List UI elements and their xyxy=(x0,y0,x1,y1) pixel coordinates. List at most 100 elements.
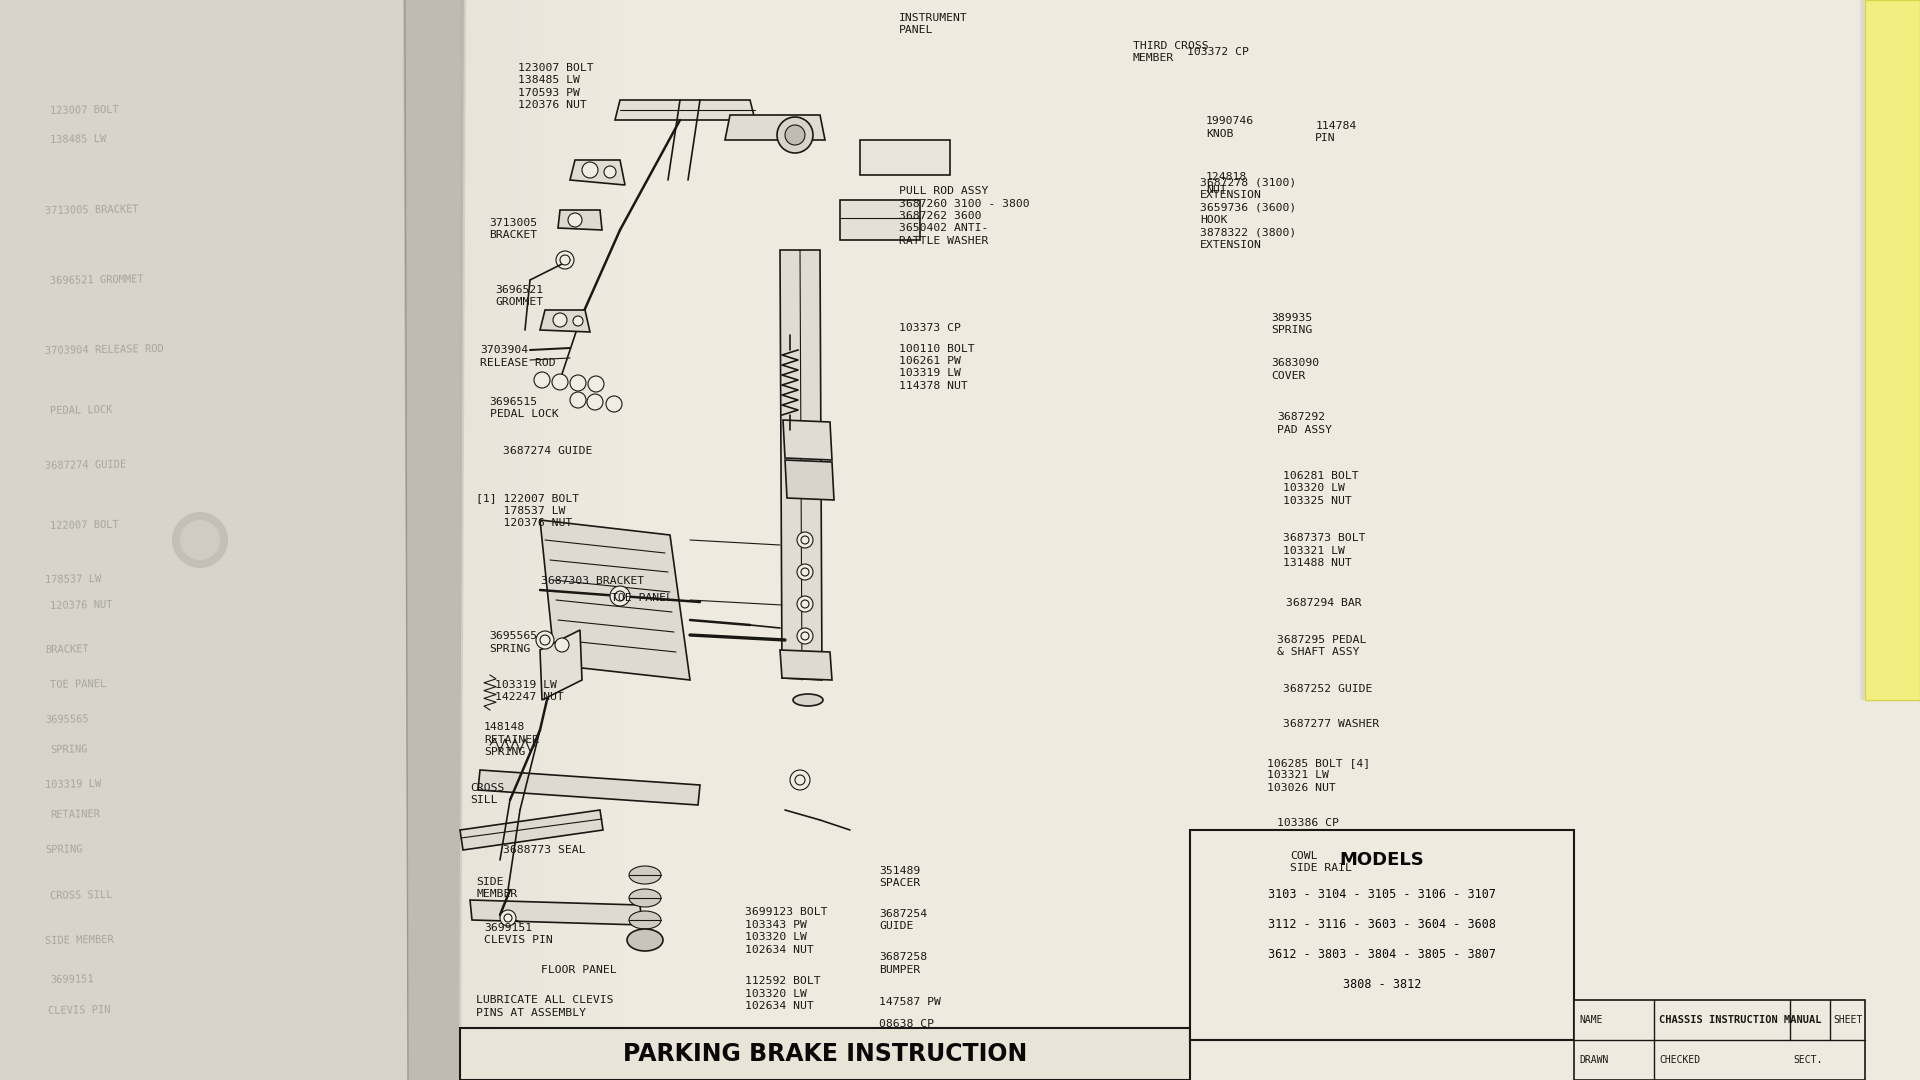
Circle shape xyxy=(588,394,603,410)
Polygon shape xyxy=(780,249,822,680)
Circle shape xyxy=(173,512,228,568)
Polygon shape xyxy=(780,650,831,680)
Text: 3612 - 3803 - 3804 - 3805 - 3807: 3612 - 3803 - 3804 - 3805 - 3807 xyxy=(1267,948,1496,961)
Text: 3683090
COVER: 3683090 COVER xyxy=(1271,359,1319,380)
FancyBboxPatch shape xyxy=(1864,0,1920,700)
Polygon shape xyxy=(783,420,831,460)
Text: 106281 BOLT
103320 LW
103325 NUT: 106281 BOLT 103320 LW 103325 NUT xyxy=(1283,471,1357,505)
Polygon shape xyxy=(559,210,603,230)
Circle shape xyxy=(561,255,570,265)
Text: SPRING: SPRING xyxy=(44,845,83,855)
Text: 124818
NUT: 124818 NUT xyxy=(1206,173,1246,194)
Text: COWL
SIDE RAIL: COWL SIDE RAIL xyxy=(1290,851,1352,873)
Text: 120376 NUT: 120376 NUT xyxy=(50,599,113,610)
FancyBboxPatch shape xyxy=(461,1028,1190,1080)
Text: BRACKET: BRACKET xyxy=(44,645,88,656)
Circle shape xyxy=(534,372,549,388)
Circle shape xyxy=(801,568,808,576)
Polygon shape xyxy=(841,200,920,240)
Text: 389935
SPRING: 389935 SPRING xyxy=(1271,313,1311,335)
Text: CLEVIS PIN: CLEVIS PIN xyxy=(48,1004,111,1015)
FancyBboxPatch shape xyxy=(1862,0,1866,700)
Text: CROSS SILL: CROSS SILL xyxy=(50,890,113,901)
Text: 3696521 GROMMET: 3696521 GROMMET xyxy=(50,274,144,286)
Text: 08638 CP: 08638 CP xyxy=(879,1018,935,1029)
Text: DRAWN: DRAWN xyxy=(1578,1055,1609,1065)
Polygon shape xyxy=(540,519,689,680)
Circle shape xyxy=(614,591,626,600)
Text: [1] 122007 BOLT
    178537 LW
    120376 NUT: [1] 122007 BOLT 178537 LW 120376 NUT xyxy=(476,494,580,528)
Text: 3103 - 3104 - 3105 - 3106 - 3107: 3103 - 3104 - 3105 - 3106 - 3107 xyxy=(1267,889,1496,902)
Circle shape xyxy=(582,162,597,178)
Text: TOE PANEL: TOE PANEL xyxy=(50,679,106,690)
Text: PARKING BRAKE INSTRUCTION: PARKING BRAKE INSTRUCTION xyxy=(622,1042,1027,1066)
Circle shape xyxy=(801,600,808,608)
Text: 103373 CP: 103373 CP xyxy=(899,323,960,334)
Text: 3713005 BRACKET: 3713005 BRACKET xyxy=(44,204,138,216)
Text: 3696521
GROMMET: 3696521 GROMMET xyxy=(495,285,543,307)
Circle shape xyxy=(797,596,812,612)
Polygon shape xyxy=(470,900,641,924)
Text: 103372 CP: 103372 CP xyxy=(1187,46,1248,57)
Text: 3687292
PAD ASSY: 3687292 PAD ASSY xyxy=(1277,413,1332,434)
Circle shape xyxy=(553,374,568,390)
Circle shape xyxy=(503,914,513,922)
Circle shape xyxy=(499,910,516,926)
Text: 3687373 BOLT
103321 LW
131488 NUT: 3687373 BOLT 103321 LW 131488 NUT xyxy=(1283,534,1365,568)
Text: SIDE
MEMBER: SIDE MEMBER xyxy=(476,877,516,899)
Circle shape xyxy=(180,519,221,561)
Polygon shape xyxy=(461,810,603,850)
Text: 106285 BOLT [4]
103321 LW
103026 NUT: 106285 BOLT [4] 103321 LW 103026 NUT xyxy=(1267,758,1371,793)
Text: CHECKED: CHECKED xyxy=(1659,1055,1699,1065)
Circle shape xyxy=(611,586,630,606)
Text: 112592 BOLT
103320 LW
102634 NUT: 112592 BOLT 103320 LW 102634 NUT xyxy=(745,976,820,1011)
Text: SPRING: SPRING xyxy=(50,745,88,755)
Text: 3687303 BRACKET: 3687303 BRACKET xyxy=(541,576,645,586)
Text: 3687295 PEDAL
& SHAFT ASSY: 3687295 PEDAL & SHAFT ASSY xyxy=(1277,635,1367,657)
Text: 138485 LW: 138485 LW xyxy=(50,135,106,146)
Text: 3703904 RELEASE ROD: 3703904 RELEASE ROD xyxy=(44,343,163,356)
Text: 3112 - 3116 - 3603 - 3604 - 3608: 3112 - 3116 - 3603 - 3604 - 3608 xyxy=(1267,918,1496,931)
Text: LUBRICATE ALL CLEVIS
PINS AT ASSEMBLY: LUBRICATE ALL CLEVIS PINS AT ASSEMBLY xyxy=(476,996,614,1017)
Circle shape xyxy=(801,536,808,544)
Text: 123007 BOLT: 123007 BOLT xyxy=(50,105,119,116)
Polygon shape xyxy=(403,0,465,1080)
Text: 103319 LW
142247 NUT: 103319 LW 142247 NUT xyxy=(495,680,564,702)
Polygon shape xyxy=(570,160,626,185)
Circle shape xyxy=(797,564,812,580)
Text: 3687252 GUIDE: 3687252 GUIDE xyxy=(1283,684,1373,694)
Text: MODELS: MODELS xyxy=(1340,851,1425,869)
Text: 1990746
KNOB: 1990746 KNOB xyxy=(1206,117,1254,138)
Circle shape xyxy=(553,313,566,327)
Circle shape xyxy=(795,775,804,785)
Text: 3687254
GUIDE: 3687254 GUIDE xyxy=(879,909,927,931)
Circle shape xyxy=(789,770,810,789)
Polygon shape xyxy=(726,114,826,140)
Circle shape xyxy=(588,376,605,392)
Text: PULL ROD ASSY
3687260 3100 - 3800
3687262 3600
3650402 ANTI-
RATTLE WASHER: PULL ROD ASSY 3687260 3100 - 3800 368726… xyxy=(899,186,1029,246)
Text: TOE PANEL: TOE PANEL xyxy=(611,593,672,604)
Text: 148148
RETAINER
SPRING: 148148 RETAINER SPRING xyxy=(484,723,540,757)
Text: 3695565
SPRING: 3695565 SPRING xyxy=(490,632,538,653)
Text: 114784
PIN: 114784 PIN xyxy=(1315,121,1356,143)
Circle shape xyxy=(778,117,812,153)
Text: 103319 LW: 103319 LW xyxy=(44,780,102,791)
Circle shape xyxy=(801,632,808,640)
Text: 3687294 BAR: 3687294 BAR xyxy=(1286,597,1361,608)
Polygon shape xyxy=(540,310,589,332)
Circle shape xyxy=(557,251,574,269)
Text: THIRD CROSS
MEMBER: THIRD CROSS MEMBER xyxy=(1133,41,1208,63)
Text: 3687277 WASHER: 3687277 WASHER xyxy=(1283,718,1379,729)
Text: INSTRUMENT
PANEL: INSTRUMENT PANEL xyxy=(899,13,968,35)
Circle shape xyxy=(607,396,622,411)
Text: SHEET: SHEET xyxy=(1834,1015,1862,1025)
Ellipse shape xyxy=(630,866,660,885)
Text: PEDAL LOCK: PEDAL LOCK xyxy=(50,404,113,416)
Text: CHASSIS INSTRUCTION MANUAL: CHASSIS INSTRUCTION MANUAL xyxy=(1659,1015,1822,1025)
Polygon shape xyxy=(540,630,582,700)
Text: 3695565: 3695565 xyxy=(44,715,88,726)
Text: 3699151: 3699151 xyxy=(50,974,94,985)
Text: 123007 BOLT
138485 LW
170593 PW
120376 NUT: 123007 BOLT 138485 LW 170593 PW 120376 N… xyxy=(518,63,593,110)
Polygon shape xyxy=(461,0,1920,1080)
